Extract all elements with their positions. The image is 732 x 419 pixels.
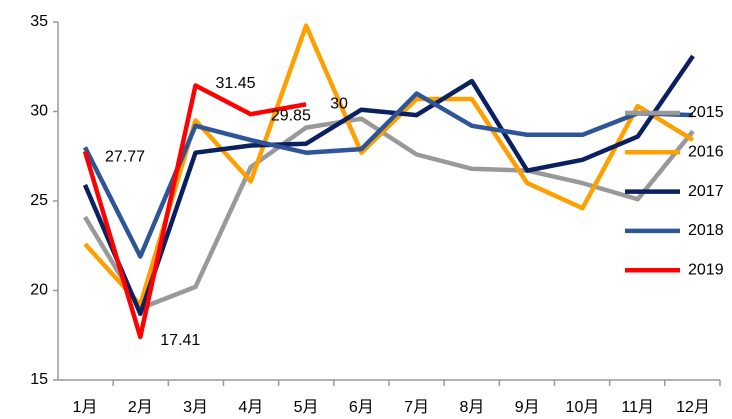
y-tick-label: 20 [30,282,48,299]
x-tick-label: 7月 [404,399,429,416]
y-tick-label: 25 [30,192,48,209]
x-tick-label: 5月 [294,399,319,416]
y-tick-label: 15 [30,371,48,388]
x-tick-label: 2月 [128,399,153,416]
series-line [83,116,695,311]
y-tick-label: 35 [30,13,48,30]
x-tick-label: 10月 [566,399,600,416]
legend-label: 2018 [688,222,724,239]
x-tick-label: 11月 [621,399,654,416]
x-tick-label: 8月 [459,399,484,416]
legend-label: 2017 [688,183,724,200]
series-line [82,83,307,340]
data-label: 29.85 [271,107,311,124]
data-label: 27.77 [105,149,145,166]
legend-label: 2016 [688,144,724,161]
y-tick-label: 30 [30,103,48,120]
series-line [82,91,694,259]
x-tick-label: 9月 [515,399,540,416]
data-label: 30 [330,96,348,113]
x-tick-label: 3月 [183,399,208,416]
x-tick-label: 1月 [73,399,98,416]
x-tick-label: 12月 [676,399,710,416]
legend-label: 2015 [688,104,724,121]
data-label: 31.45 [216,75,256,92]
data-label: 17.41 [160,332,200,349]
series-line [82,54,695,317]
x-tick-label: 4月 [238,399,263,416]
x-tick-label: 6月 [349,399,374,416]
legend-label: 2019 [688,261,724,278]
